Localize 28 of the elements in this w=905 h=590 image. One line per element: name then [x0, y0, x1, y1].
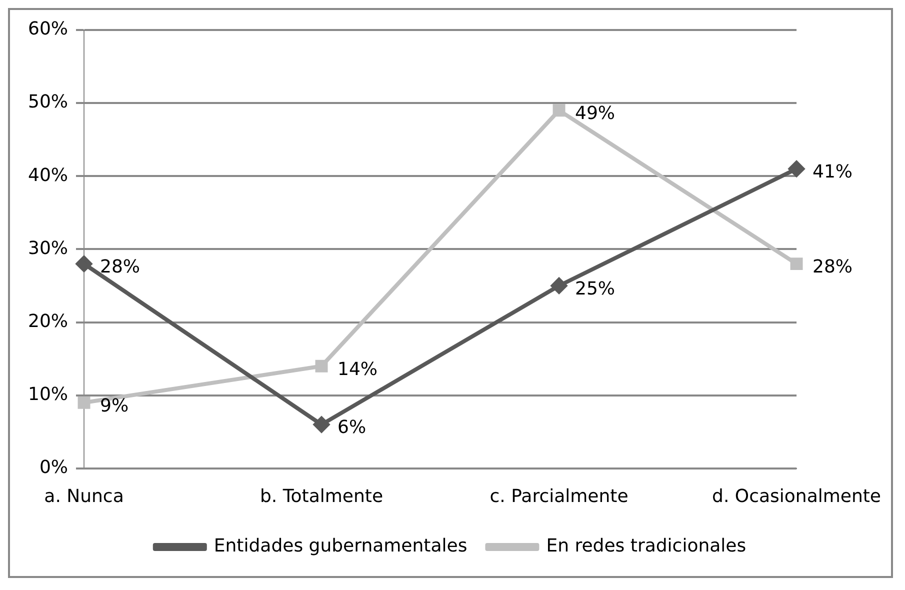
legend-label: Entidades gubernamentales — [214, 536, 468, 557]
legend-label: En redes tradicionales — [546, 536, 746, 557]
data-label: 25% — [575, 278, 616, 300]
y-tick-label: 10% — [28, 384, 68, 406]
x-tick-label: c. Parcialmente — [490, 486, 628, 507]
data-label: 6% — [338, 417, 366, 438]
data-label: 41% — [812, 162, 853, 182]
data-label: 28% — [100, 256, 140, 278]
point — [788, 160, 805, 177]
point — [552, 104, 566, 117]
point — [790, 258, 803, 270]
data-label: 9% — [100, 395, 129, 416]
point — [315, 360, 328, 372]
y-tick-label: 50% — [28, 92, 68, 113]
y-tick-label: 60% — [28, 18, 68, 40]
y-tick-label: 0% — [39, 457, 68, 478]
y-tick-label: 40% — [28, 164, 68, 186]
x-tick-label: a. Nunca — [44, 486, 124, 507]
data-label: 14% — [338, 358, 378, 380]
point — [76, 256, 92, 272]
data-label: 28% — [812, 256, 853, 278]
y-tick-label: 30% — [28, 238, 68, 259]
x-tick-label: b. Totalmente — [260, 486, 384, 507]
data-label: 49% — [575, 103, 616, 124]
x-tick-label: d. Ocasionalmente — [712, 486, 882, 507]
point — [551, 278, 568, 294]
point — [314, 416, 330, 433]
y-tick-label: 20% — [28, 310, 68, 332]
